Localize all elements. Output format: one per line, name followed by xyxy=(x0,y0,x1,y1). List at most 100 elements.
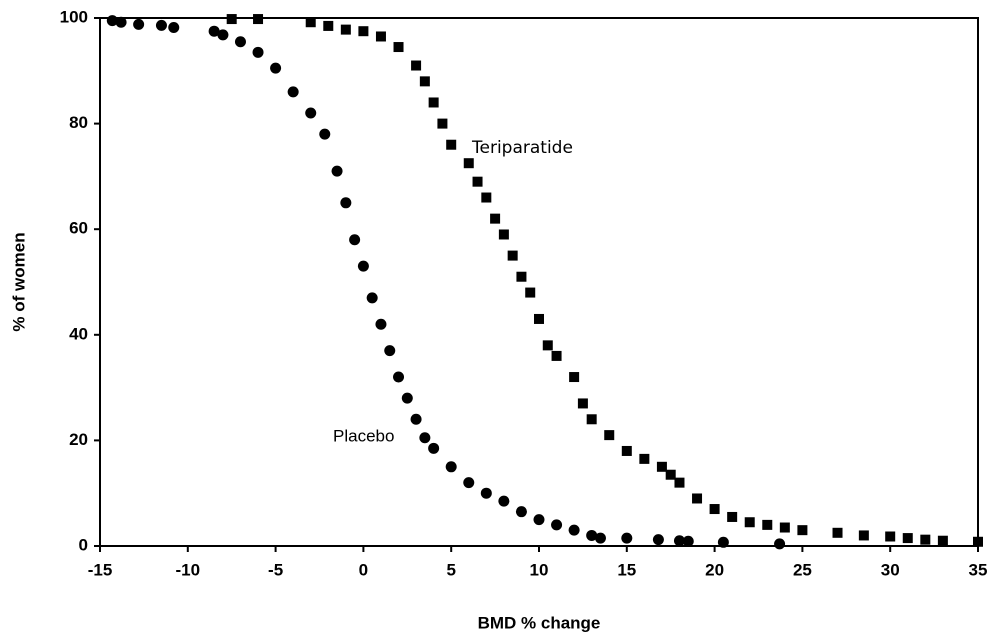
y-tick-label: 80 xyxy=(69,113,88,132)
data-point xyxy=(507,250,518,261)
data-point xyxy=(481,192,492,203)
data-point xyxy=(490,213,501,224)
data-point xyxy=(832,527,843,538)
data-point xyxy=(779,522,790,533)
data-point xyxy=(586,414,597,425)
data-point xyxy=(604,430,615,441)
data-point xyxy=(155,19,167,31)
data-point xyxy=(472,176,483,187)
data-point xyxy=(542,340,553,351)
data-point xyxy=(621,532,633,544)
data-point xyxy=(858,530,869,541)
annotation: Placebo xyxy=(333,426,394,445)
y-tick-label: 0 xyxy=(79,535,88,554)
data-point xyxy=(551,350,562,361)
data-point xyxy=(516,271,527,282)
data-point xyxy=(594,532,606,544)
data-point xyxy=(366,292,378,304)
annotation: Teriparatide xyxy=(471,138,573,158)
data-point xyxy=(168,22,180,34)
data-point xyxy=(498,495,510,507)
data-point xyxy=(533,514,545,526)
data-point xyxy=(419,76,430,87)
data-point xyxy=(331,165,343,177)
data-point xyxy=(305,107,317,119)
data-point xyxy=(437,118,448,129)
x-tick-label: 10 xyxy=(530,560,549,579)
y-tick-label: 60 xyxy=(69,219,88,238)
data-point xyxy=(762,519,773,530)
data-point xyxy=(902,533,913,544)
data-point xyxy=(534,313,544,324)
data-point xyxy=(525,287,536,298)
x-tick-label: -5 xyxy=(268,560,283,579)
x-tick-label: 35 xyxy=(969,560,988,579)
data-point xyxy=(463,158,474,169)
x-tick-label: 25 xyxy=(793,560,812,579)
x-tick-label: 30 xyxy=(881,560,900,579)
data-point xyxy=(673,535,685,547)
data-point xyxy=(463,477,475,489)
y-tick-label: 100 xyxy=(60,7,88,26)
data-point xyxy=(375,31,386,42)
data-point xyxy=(393,42,404,53)
data-point xyxy=(656,461,667,472)
data-point xyxy=(569,372,580,383)
data-point xyxy=(384,345,396,357)
data-point xyxy=(133,18,145,30)
x-tick-label: 0 xyxy=(359,560,368,579)
data-point xyxy=(357,260,369,272)
data-point xyxy=(340,197,352,209)
plot-frame xyxy=(99,17,979,547)
data-point xyxy=(428,442,440,454)
data-point xyxy=(621,445,632,456)
data-point xyxy=(797,525,808,536)
data-point xyxy=(885,531,896,542)
data-point xyxy=(253,14,264,25)
data-point xyxy=(639,453,650,464)
x-tick-label: 20 xyxy=(705,560,724,579)
data-point xyxy=(937,535,948,546)
data-point xyxy=(551,519,563,531)
data-point xyxy=(515,506,527,518)
data-point xyxy=(674,477,685,488)
data-point xyxy=(106,15,118,27)
data-point xyxy=(744,517,755,528)
x-axis-label: BMD % change xyxy=(478,613,601,632)
x-tick-label: -10 xyxy=(176,560,201,579)
data-point xyxy=(568,524,580,536)
data-point xyxy=(411,60,422,71)
y-tick-label: 20 xyxy=(69,430,88,449)
data-point xyxy=(419,432,431,444)
y-axis-label: % of women xyxy=(9,232,28,331)
data-point xyxy=(401,392,413,404)
x-tick-label: -15 xyxy=(88,560,113,579)
data-point xyxy=(717,536,729,548)
data-point xyxy=(692,493,703,504)
data-point xyxy=(226,14,237,25)
data-point xyxy=(358,26,369,37)
data-point xyxy=(480,487,492,499)
data-point xyxy=(586,529,598,541)
data-point xyxy=(234,36,246,48)
data-point xyxy=(319,128,331,140)
data-point xyxy=(727,511,738,522)
data-point xyxy=(115,16,127,28)
data-point xyxy=(375,318,387,330)
data-point xyxy=(305,17,316,28)
data-point xyxy=(428,97,439,108)
x-tick-label: 15 xyxy=(617,560,636,579)
data-point xyxy=(446,139,457,150)
data-point xyxy=(208,25,220,37)
data-point xyxy=(410,413,422,425)
x-tick-label: 5 xyxy=(446,560,455,579)
data-point xyxy=(217,29,229,41)
data-point xyxy=(774,538,786,550)
data-point xyxy=(340,24,351,35)
data-point xyxy=(665,469,676,480)
data-point xyxy=(973,536,983,547)
data-point xyxy=(577,398,588,409)
data-point xyxy=(323,20,334,31)
data-point xyxy=(682,535,694,547)
